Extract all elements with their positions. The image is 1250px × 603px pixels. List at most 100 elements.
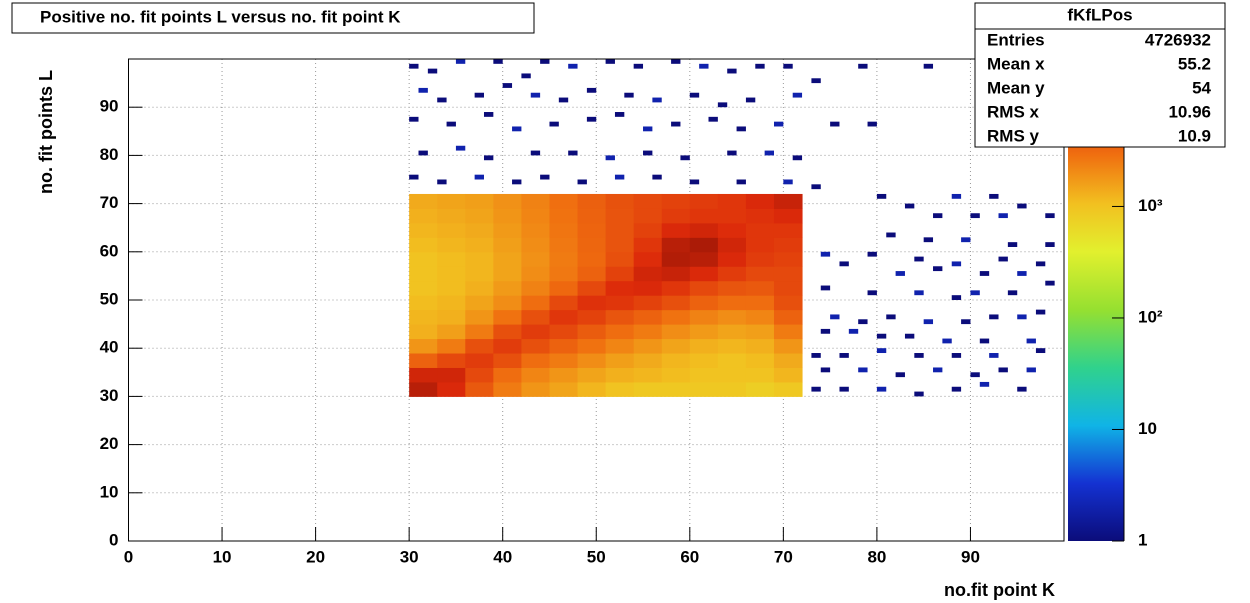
heat-cell xyxy=(437,324,466,340)
sparse-cell xyxy=(858,319,868,325)
sparse-cell xyxy=(970,290,980,296)
sparse-cell xyxy=(904,203,915,209)
sparse-cell xyxy=(418,150,428,156)
heat-cell xyxy=(577,280,607,296)
heat-cell xyxy=(521,237,550,253)
sparse-cell xyxy=(1045,213,1055,219)
heat-cell xyxy=(773,266,803,282)
heat-cell xyxy=(633,381,663,397)
sparse-cell xyxy=(773,121,784,127)
sparse-cell xyxy=(633,63,644,69)
heat-cell xyxy=(605,381,635,397)
sparse-cell xyxy=(914,391,924,397)
heat-cell xyxy=(437,222,466,238)
heat-cell xyxy=(661,208,691,224)
heat-cell xyxy=(605,222,635,238)
heat-cell xyxy=(605,208,635,224)
heat-cell xyxy=(549,338,579,354)
sparse-cell xyxy=(839,261,849,267)
sparse-cell xyxy=(1007,290,1018,296)
sparse-cell xyxy=(979,381,990,387)
heat-cell xyxy=(689,222,719,238)
x-tick-label: 0 xyxy=(124,547,133,566)
sparse-cell xyxy=(895,271,905,276)
sparse-cell xyxy=(1045,280,1055,286)
heat-cell xyxy=(633,237,663,253)
heat-cell xyxy=(465,208,494,224)
heat-cell xyxy=(465,309,494,325)
heat-cell xyxy=(549,324,579,340)
heat-cell xyxy=(745,251,775,267)
sparse-cell xyxy=(764,150,774,156)
heat-cell xyxy=(661,338,691,354)
heat-cell xyxy=(689,251,719,267)
stats-label: Mean x xyxy=(987,54,1045,73)
sparse-cell xyxy=(643,150,653,156)
sparse-cell xyxy=(727,68,737,74)
heat-cell xyxy=(465,266,494,282)
sparse-cell xyxy=(446,121,456,127)
heat-cell xyxy=(521,324,550,340)
y-tick-label: 20 xyxy=(100,434,119,453)
x-tick-label: 60 xyxy=(680,547,699,566)
heat-cell xyxy=(549,353,579,368)
heat-cell xyxy=(661,251,691,267)
heat-cell xyxy=(717,309,747,325)
sparse-cell xyxy=(736,179,746,185)
sparse-cell xyxy=(848,328,859,334)
y-tick-label: 40 xyxy=(100,338,119,357)
heat-cell xyxy=(521,381,550,397)
heat-cell xyxy=(717,353,747,368)
heat-cell xyxy=(745,338,775,354)
heat-cell xyxy=(633,353,663,368)
heat-cell xyxy=(493,208,522,224)
y-tick-label: 30 xyxy=(100,386,119,405)
sparse-cell xyxy=(923,63,934,69)
heat-cell xyxy=(605,266,635,282)
sparse-cell xyxy=(961,237,971,243)
heat-cell xyxy=(493,309,522,325)
x-tick-label: 70 xyxy=(774,547,793,566)
sparse-cell xyxy=(549,121,559,127)
stats-value: 10.9 xyxy=(1178,126,1211,145)
sparse-cell xyxy=(933,367,943,373)
sparse-cell xyxy=(652,97,662,103)
heat-cell xyxy=(493,324,522,340)
heat-cell xyxy=(633,367,663,383)
heat-cell xyxy=(465,338,494,354)
heat-cell xyxy=(605,237,635,253)
heat-cell xyxy=(717,208,747,224)
heat-cell xyxy=(521,251,550,267)
sparse-cell xyxy=(783,179,793,185)
heat-cell xyxy=(521,353,550,368)
heat-cell xyxy=(493,266,522,282)
heat-cell xyxy=(549,193,579,209)
stats-box xyxy=(974,2,1226,148)
sparse-cell xyxy=(568,150,578,156)
heat-cell xyxy=(549,295,579,311)
stats-value: 10.96 xyxy=(1168,102,1211,121)
title-box xyxy=(11,2,535,34)
heat-cell xyxy=(577,222,607,238)
sparse-cell xyxy=(951,353,962,358)
heat-cell xyxy=(773,367,803,383)
sparse-cell xyxy=(521,73,531,79)
heat-cell xyxy=(661,309,691,325)
sparse-cell xyxy=(418,87,428,93)
heat-cell xyxy=(493,367,522,383)
heat-cell xyxy=(521,280,550,296)
sparse-cell xyxy=(989,314,999,320)
sparse-cell xyxy=(858,63,868,69)
heat-cell xyxy=(437,338,466,354)
heat-cell xyxy=(549,309,579,325)
sparse-cell xyxy=(876,386,887,392)
sparse-cell xyxy=(736,126,746,132)
heat-cell xyxy=(437,208,466,224)
heat-cell xyxy=(689,208,719,224)
heat-cell xyxy=(409,367,438,383)
heat-cell xyxy=(577,208,607,224)
heat-cell xyxy=(549,222,579,238)
sparse-cell xyxy=(923,319,934,325)
heat-cell xyxy=(661,295,691,311)
heat-cell xyxy=(521,338,550,354)
